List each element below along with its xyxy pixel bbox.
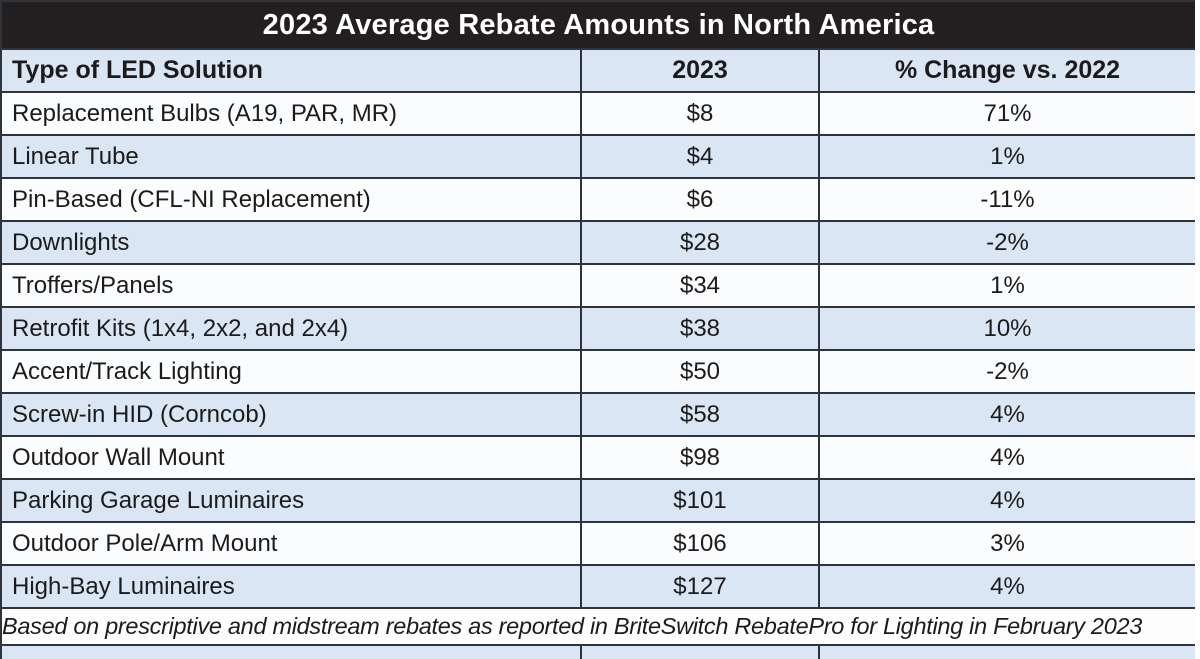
table-row: Linear Tube $4 1% [0, 134, 1195, 179]
table-header-row: Type of LED Solution 2023 % Change vs. 2… [0, 48, 1195, 93]
table-row: Outdoor Wall Mount $98 4% [0, 435, 1195, 480]
table-row: Accent/Track Lighting $50 -2% [0, 349, 1195, 394]
cell-change-vs-2022: 71% [817, 91, 1195, 136]
cell-change-vs-2022: 1% [817, 263, 1195, 308]
cell-amount-2023: $8 [580, 91, 820, 136]
table-row: Screw-in HID (Corncob) $58 4% [0, 392, 1195, 437]
cell-amount-2023: $127 [580, 564, 820, 609]
cell-amount-2023: $38 [580, 306, 820, 351]
cutoff-cell [0, 644, 582, 659]
cell-amount-2023: $58 [580, 392, 820, 437]
cell-change-vs-2022: -11% [817, 177, 1195, 222]
cell-change-vs-2022: -2% [817, 349, 1195, 394]
cell-change-vs-2022: -2% [817, 220, 1195, 265]
cutoff-cell [817, 644, 1195, 659]
cell-amount-2023: $4 [580, 134, 820, 179]
table-footnote-row: Based on prescriptive and midstream reba… [0, 607, 1195, 646]
cell-amount-2023: $106 [580, 521, 820, 566]
table-row: Troffers/Panels $34 1% [0, 263, 1195, 308]
column-header-2023: 2023 [580, 48, 820, 93]
table-row: Pin-Based (CFL-NI Replacement) $6 -11% [0, 177, 1195, 222]
cell-solution: Accent/Track Lighting [0, 349, 582, 394]
cell-change-vs-2022: 4% [817, 564, 1195, 609]
table-row: High-Bay Luminaires $127 4% [0, 564, 1195, 609]
cutoff-next-row [0, 644, 1195, 659]
cell-solution: Downlights [0, 220, 582, 265]
column-header-solution: Type of LED Solution [0, 48, 582, 93]
cutoff-cell [580, 644, 820, 659]
table-row: Downlights $28 -2% [0, 220, 1195, 265]
table-row: Outdoor Pole/Arm Mount $106 3% [0, 521, 1195, 566]
table-title: 2023 Average Rebate Amounts in North Ame… [0, 0, 1195, 50]
cell-solution: Parking Garage Luminaires [0, 478, 582, 523]
cell-solution: Troffers/Panels [0, 263, 582, 308]
table-title-bar: 2023 Average Rebate Amounts in North Ame… [0, 0, 1195, 50]
cell-change-vs-2022: 4% [817, 478, 1195, 523]
cell-change-vs-2022: 3% [817, 521, 1195, 566]
cell-solution: Pin-Based (CFL-NI Replacement) [0, 177, 582, 222]
cell-solution: Retrofit Kits (1x4, 2x2, and 2x4) [0, 306, 582, 351]
table-row: Replacement Bulbs (A19, PAR, MR) $8 71% [0, 91, 1195, 136]
cell-solution: Outdoor Wall Mount [0, 435, 582, 480]
cell-solution: High-Bay Luminaires [0, 564, 582, 609]
cell-amount-2023: $50 [580, 349, 820, 394]
cell-amount-2023: $28 [580, 220, 820, 265]
cell-solution: Outdoor Pole/Arm Mount [0, 521, 582, 566]
cell-amount-2023: $98 [580, 435, 820, 480]
cell-solution: Linear Tube [0, 134, 582, 179]
cell-amount-2023: $101 [580, 478, 820, 523]
cell-change-vs-2022: 10% [817, 306, 1195, 351]
cell-solution: Screw-in HID (Corncob) [0, 392, 582, 437]
table-row: Retrofit Kits (1x4, 2x2, and 2x4) $38 10% [0, 306, 1195, 351]
cell-amount-2023: $34 [580, 263, 820, 308]
cell-solution: Replacement Bulbs (A19, PAR, MR) [0, 91, 582, 136]
cell-change-vs-2022: 4% [817, 435, 1195, 480]
table-footnote: Based on prescriptive and midstream reba… [0, 607, 1195, 646]
cell-change-vs-2022: 4% [817, 392, 1195, 437]
cell-amount-2023: $6 [580, 177, 820, 222]
table-row: Parking Garage Luminaires $101 4% [0, 478, 1195, 523]
column-header-change: % Change vs. 2022 [817, 48, 1195, 93]
cell-change-vs-2022: 1% [817, 134, 1195, 179]
